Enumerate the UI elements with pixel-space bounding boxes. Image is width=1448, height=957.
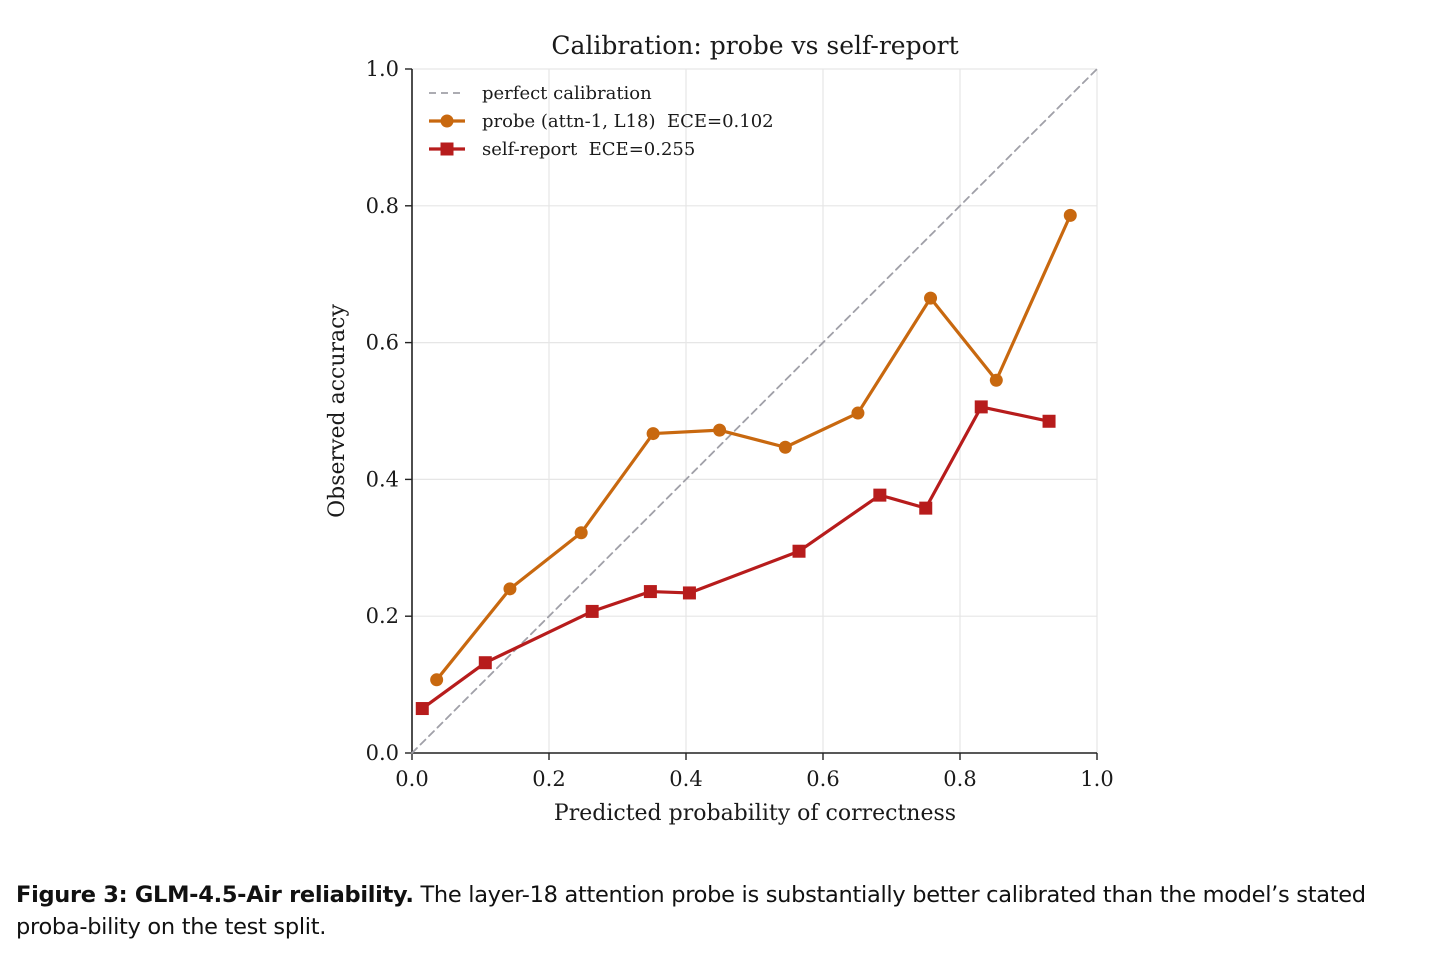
series-line [435, 213, 1072, 682]
caption-text: The layer-18 attention probe is substant… [16, 882, 1366, 940]
data-point [778, 440, 792, 454]
data-point [919, 501, 933, 515]
data-point [574, 526, 588, 540]
data-point [643, 585, 657, 599]
y-tick-label: 1.0 [366, 57, 399, 81]
data-point [974, 400, 988, 414]
data-point [415, 702, 429, 716]
data-point [989, 373, 1003, 387]
data-point [478, 656, 492, 670]
data-point [792, 544, 806, 558]
series-group [411, 68, 1098, 754]
series-0 [411, 68, 1098, 754]
y-tick-label: 0.2 [366, 604, 399, 628]
data-point [924, 291, 938, 305]
x-tick-label: 1.0 [1080, 767, 1113, 791]
figure-caption: Figure 3: GLM-4.5-Air reliability. The l… [16, 879, 1436, 943]
legend-label: perfect calibration [482, 83, 652, 104]
data-point [430, 673, 444, 687]
series-line [411, 68, 1098, 754]
legend-entry: probe (attn-1, L18) ECE=0.102 [429, 111, 774, 132]
data-point [1063, 208, 1077, 222]
data-point [873, 488, 887, 502]
x-tick-label: 0.6 [806, 767, 839, 791]
axes [405, 68, 1098, 760]
data-point [713, 423, 727, 437]
x-tick-label: 0.0 [395, 767, 428, 791]
data-point [646, 427, 660, 441]
legend-label: probe (attn-1, L18) ECE=0.102 [482, 111, 774, 132]
y-tick-label: 0.4 [366, 467, 399, 491]
legend-label: self-report ECE=0.255 [482, 139, 695, 160]
y-axis-label: Observed accuracy [325, 304, 350, 518]
x-tick-label: 0.8 [943, 767, 976, 791]
y-tick-label: 0.8 [366, 194, 399, 218]
y-tick-label: 0.6 [366, 331, 399, 355]
chart-title: Calibration: probe vs self-report [551, 31, 958, 60]
series-line [420, 405, 1051, 711]
data-point [851, 406, 865, 420]
x-tick-label: 0.4 [669, 767, 702, 791]
data-point [585, 604, 599, 618]
caption-label: Figure 3: GLM-4.5-Air reliability. [16, 882, 414, 908]
legend-entry: perfect calibration [429, 83, 652, 104]
legend-swatch-marker [440, 114, 454, 128]
legend-swatch-marker [440, 142, 454, 156]
y-tick-label: 0.0 [366, 741, 399, 765]
legend-entry: self-report ECE=0.255 [429, 139, 695, 160]
x-tick-label: 0.2 [532, 767, 565, 791]
grid-lines [411, 68, 1098, 754]
series-2 [415, 400, 1056, 716]
series-1 [430, 208, 1077, 687]
x-tick-labels: 0.0 0.2 0.4 0.6 0.8 1.0 [395, 767, 1113, 791]
legend: perfect calibration probe (attn-1, L18) E… [429, 83, 774, 160]
data-point [682, 586, 696, 600]
data-point [1042, 414, 1056, 428]
calibration-chart: Calibration: probe vs self-report 0.0 0.2… [325, 31, 1114, 826]
y-tick-labels: 0.0 0.2 0.4 0.6 0.8 1.0 [366, 57, 399, 765]
data-point [503, 582, 517, 596]
x-axis-label: Predicted probability of correctness [554, 801, 956, 826]
